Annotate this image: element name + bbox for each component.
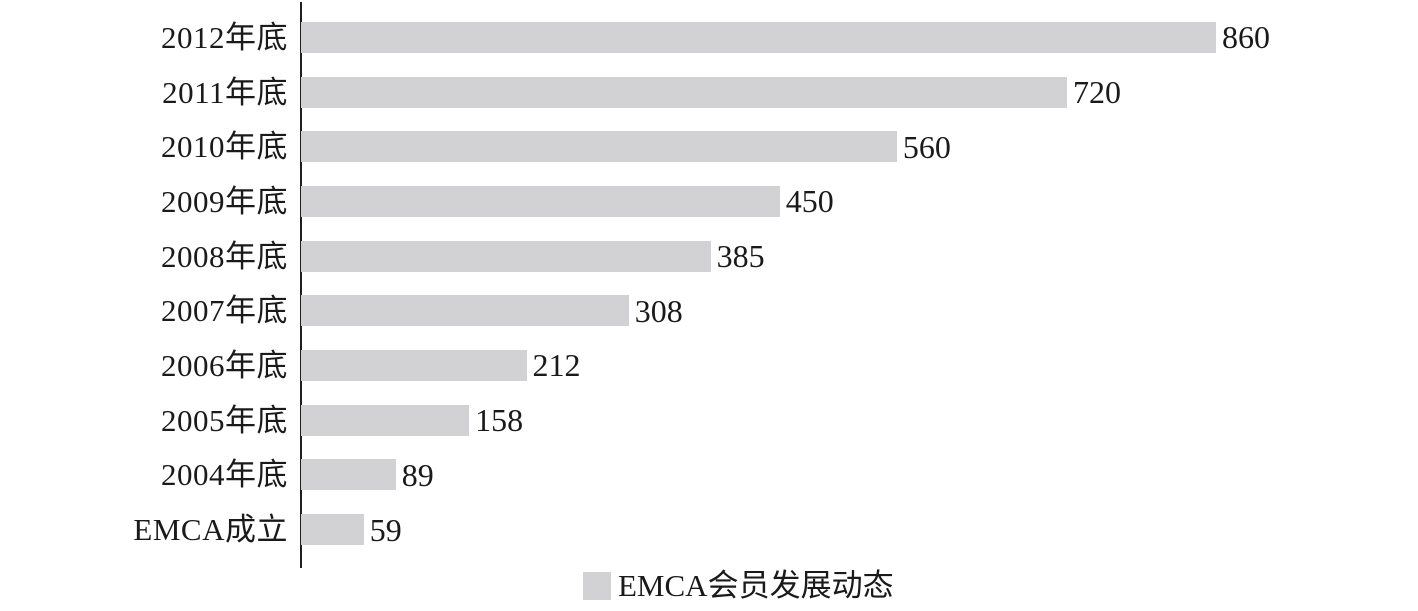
- category-label: 2004年底: [161, 457, 288, 493]
- bar: [301, 295, 629, 327]
- category-label: 2008年底: [161, 238, 288, 274]
- value-label: 158: [475, 402, 524, 439]
- category-label: 2012年底: [161, 19, 288, 55]
- bar-zone: 385: [301, 238, 765, 275]
- bar-zone: 450: [301, 183, 834, 220]
- value-label: 385: [716, 238, 765, 275]
- value-label: 860: [1222, 19, 1270, 56]
- bar: [301, 514, 364, 546]
- value-label: 720: [1073, 74, 1122, 111]
- chart-row: 2010年底 560: [0, 119, 1418, 174]
- value-label: 308: [634, 292, 683, 329]
- category-label: 2011年底: [162, 74, 288, 110]
- bar: [301, 76, 1068, 108]
- value-label: 560: [902, 128, 951, 165]
- category-label: EMCA成立: [133, 512, 288, 548]
- bar: [301, 349, 527, 381]
- chart-row: 2012年底 860: [0, 10, 1418, 65]
- chart-row: 2005年底 158: [0, 393, 1418, 448]
- chart-row: 2011年底 720: [0, 65, 1418, 120]
- legend: EMCA会员发展动态: [583, 570, 894, 601]
- category-label: 2007年底: [161, 293, 288, 329]
- chart-row: 2004年底 89: [0, 448, 1418, 503]
- value-label: 212: [532, 347, 581, 384]
- bar-zone: 308: [301, 292, 683, 329]
- chart-row: 2006年底 212: [0, 338, 1418, 393]
- bar-zone: 720: [301, 74, 1122, 111]
- bar: [301, 240, 711, 272]
- chart-row: 2009年底 450: [0, 174, 1418, 229]
- bar-zone: 212: [301, 347, 581, 384]
- legend-swatch-icon: [583, 571, 611, 600]
- bar-zone: 158: [301, 402, 524, 439]
- bar-zone: 860: [301, 19, 1270, 56]
- bar: [301, 185, 780, 217]
- y-axis-line: [300, 2, 302, 568]
- category-label: 2006年底: [161, 347, 288, 383]
- bar: [301, 459, 396, 491]
- value-label: 89: [401, 456, 434, 493]
- chart-row: 2008年底 385: [0, 229, 1418, 284]
- bar-zone: 59: [301, 511, 402, 548]
- bar-zone: 560: [301, 128, 951, 165]
- category-label: 2010年底: [161, 129, 288, 165]
- category-label: 2009年底: [161, 183, 288, 219]
- bar: [301, 21, 1216, 53]
- bar-zone: 89: [301, 456, 434, 493]
- chart-row: 2007年底 308: [0, 283, 1418, 338]
- bar: [301, 404, 470, 436]
- value-label: 59: [369, 511, 402, 548]
- bar: [301, 131, 897, 163]
- chart-row: EMCA成立 59: [0, 502, 1418, 557]
- legend-label: EMCA会员发展动态: [618, 568, 894, 603]
- chart-rows: 2012年底 860 2011年底 720 2010年底 560 2009年底 450 2008…: [0, 10, 1418, 557]
- category-label: 2005年底: [161, 402, 288, 438]
- value-label: 450: [785, 183, 834, 220]
